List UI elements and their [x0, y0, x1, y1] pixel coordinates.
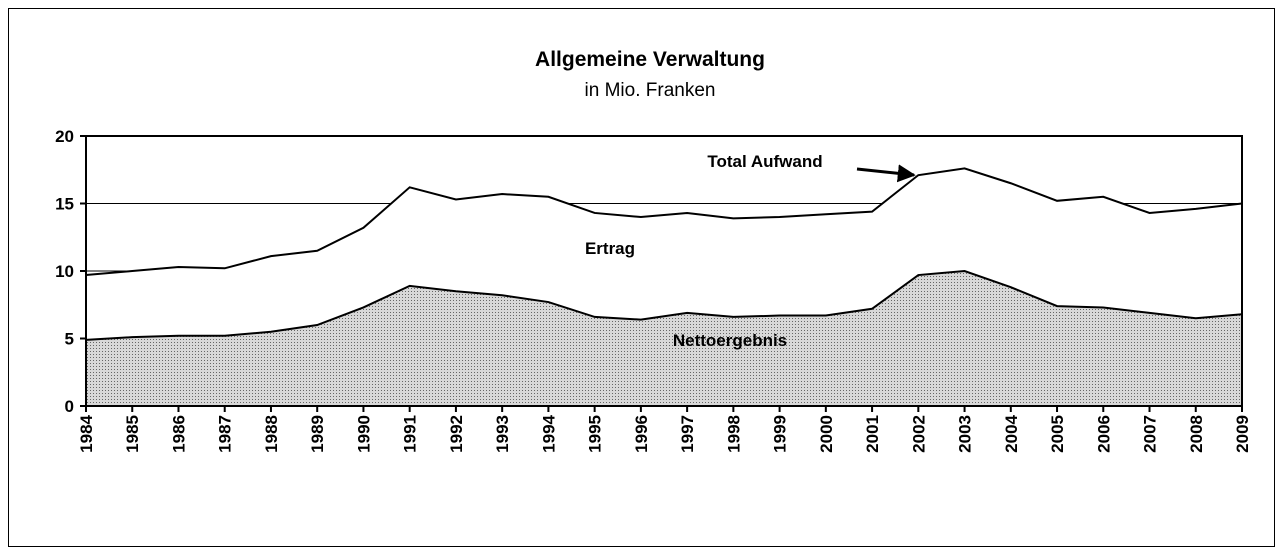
arrow — [856, 164, 916, 183]
area — [86, 271, 1242, 406]
x-tick-label: 1984 — [77, 414, 96, 452]
x-tick-label: 1989 — [308, 415, 327, 453]
line — [85, 167, 1243, 277]
y-tick-label: 5 — [65, 330, 74, 349]
x-tick-label: 2009 — [1233, 415, 1252, 453]
x-tick-label: 2000 — [817, 415, 836, 453]
x-tick-label: 2002 — [909, 415, 928, 453]
x-tick-label: 1988 — [262, 415, 281, 453]
x-tick-label: 1998 — [724, 415, 743, 453]
line — [85, 269, 1243, 341]
x-tick-label: 1992 — [447, 415, 466, 453]
x-tick-label: 2003 — [956, 415, 975, 453]
x-tick-label: 2004 — [1002, 414, 1021, 452]
x-tick-label: 1999 — [771, 415, 790, 453]
annotation: Ertrag — [585, 239, 635, 258]
chart-subtitle: in Mio. Franken — [585, 80, 716, 101]
x-tick-label: 1994 — [539, 414, 558, 452]
x-tick-label: 1995 — [586, 415, 605, 453]
x-tick-label: 1986 — [169, 415, 188, 453]
y-tick-label: 0 — [65, 397, 74, 416]
x-tick-label: 1985 — [123, 415, 142, 453]
x-tick-label: 1997 — [678, 415, 697, 453]
plot: 0 5 10 15 20 1984 1985 1986 1987 1988 1989 1990 1991… — [55, 127, 1252, 453]
y-tick-label: 15 — [55, 195, 74, 214]
y-tick-label: 10 — [55, 262, 74, 281]
x-tick-label: 1987 — [216, 415, 235, 453]
x-tick-label: 1993 — [493, 415, 512, 453]
x-tick-label: 2006 — [1094, 415, 1113, 453]
x-tick-label: 2001 — [863, 415, 882, 453]
x-tick-label: 2005 — [1048, 415, 1067, 453]
x-tick-label: 2007 — [1141, 415, 1160, 453]
x-tick-label: 1991 — [401, 415, 420, 453]
chart-title: Allgemeine Verwaltung — [535, 48, 765, 71]
x-tick-label: 1990 — [354, 415, 373, 453]
y-tick-label: 20 — [55, 127, 74, 146]
x-tick-label: 2008 — [1187, 415, 1206, 453]
series-label: Nettoergebnis — [673, 331, 787, 350]
series-label: Total Aufwand — [707, 152, 822, 171]
x-tick-label: 1996 — [632, 415, 651, 453]
